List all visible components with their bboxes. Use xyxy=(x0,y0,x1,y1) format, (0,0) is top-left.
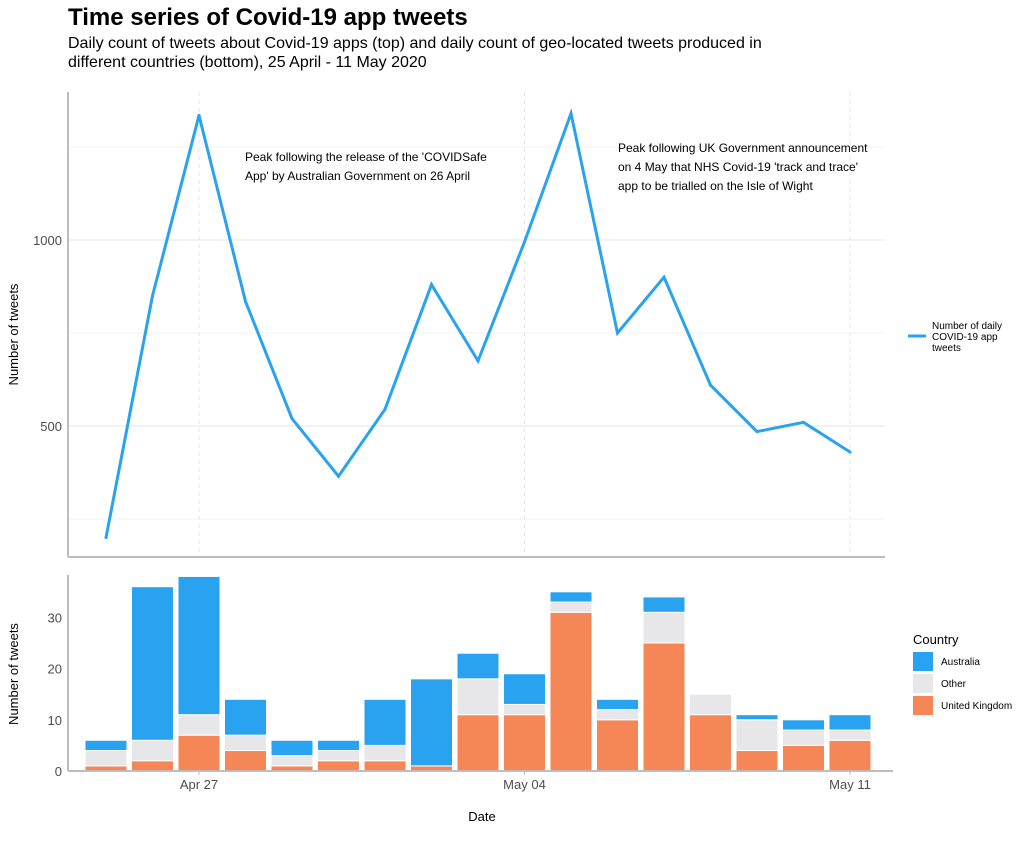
bar-segment-other xyxy=(782,729,825,746)
bar-segment-australia xyxy=(828,714,872,731)
daily-tweets-line xyxy=(104,108,851,538)
peak-annotation: Peak following UK Government announcemen… xyxy=(618,141,868,155)
line-point xyxy=(802,420,805,424)
bar-segment-other xyxy=(735,719,779,752)
peak-annotation: app to be trialled on the Isle of Wight xyxy=(618,179,813,193)
line-point xyxy=(662,275,666,279)
bar-segment-united-kingdom xyxy=(177,734,221,772)
legend-line-label: tweets xyxy=(932,343,961,354)
line-point xyxy=(337,474,340,478)
bar-segment-australia xyxy=(224,698,267,736)
bar-segment-australia xyxy=(503,673,546,705)
bar-segment-other xyxy=(131,739,174,762)
bar-segment-united-kingdom xyxy=(456,714,500,772)
bar-segment-other xyxy=(363,744,407,762)
line-point xyxy=(430,283,433,287)
bar-segment-australia xyxy=(549,591,593,603)
bottom-y-tick-label: 10 xyxy=(48,713,62,728)
legend-label: Other xyxy=(941,679,967,690)
bar-segment-australia xyxy=(456,652,500,680)
x-tick-label: May 04 xyxy=(503,777,546,792)
bar-segment-other xyxy=(503,703,546,716)
legend-line-label: COVID-19 app xyxy=(932,332,998,343)
line-point xyxy=(755,430,759,434)
bar-segment-united-kingdom xyxy=(549,611,593,772)
line-point xyxy=(616,331,619,335)
peak-annotation: App' by Australian Government on 26 Apri… xyxy=(245,169,470,183)
bar-segment-united-kingdom xyxy=(782,744,825,772)
bottom-y-axis-title: Number of tweets xyxy=(6,623,21,725)
x-tick-label: Apr 27 xyxy=(180,777,218,792)
bar-segment-united-kingdom xyxy=(131,760,174,772)
top-y-axis-title: Number of tweets xyxy=(6,283,21,385)
legend-title: Country xyxy=(913,632,959,647)
bar-segment-australia xyxy=(642,596,686,613)
legend-line-label: Number of daily xyxy=(932,321,1002,332)
line-point xyxy=(569,112,573,116)
line-point xyxy=(290,417,294,421)
legend-key-united-kingdom xyxy=(913,696,933,715)
top-y-tick-label: 500 xyxy=(40,419,62,434)
legend-key-australia xyxy=(913,652,933,671)
chart-title: Time series of Covid-19 app tweets xyxy=(68,4,468,31)
bar-segment-australia xyxy=(410,678,453,767)
line-point xyxy=(151,294,154,298)
bar-segment-united-kingdom xyxy=(224,750,267,772)
legend-label: Australia xyxy=(941,657,980,668)
legend-label: United Kingdom xyxy=(941,701,1012,712)
bar-segment-other xyxy=(317,750,360,762)
line-point xyxy=(848,450,852,454)
bar-segment-other xyxy=(84,750,128,767)
x-tick-label: May 11 xyxy=(829,777,871,792)
bar-segment-united-kingdom xyxy=(828,739,872,772)
top-y-tick-label: 1000 xyxy=(33,233,62,248)
bar-segment-australia xyxy=(317,739,360,752)
line-point xyxy=(104,536,108,540)
bar-segment-australia xyxy=(782,719,825,731)
bar-segment-australia xyxy=(131,586,174,741)
bar-segment-other xyxy=(828,729,872,741)
line-point xyxy=(197,113,201,117)
bar-segment-australia xyxy=(363,698,407,746)
bar-segment-other xyxy=(177,714,221,736)
bar-segment-united-kingdom xyxy=(642,642,686,772)
bar-segment-other xyxy=(689,693,732,716)
line-point xyxy=(476,359,480,363)
bar-segment-other xyxy=(642,611,686,644)
bottom-y-tick-label: 20 xyxy=(48,662,62,677)
bottom-y-tick-label: 0 xyxy=(55,764,62,779)
peak-annotation: Peak following the release of the 'COVID… xyxy=(245,150,487,164)
bar-segment-other xyxy=(596,709,639,721)
line-point xyxy=(709,383,712,387)
bar-segment-other xyxy=(224,734,267,752)
peak-annotation: on 4 May that NHS Covid-19 'track and tr… xyxy=(618,160,858,174)
bar-segment-united-kingdom xyxy=(689,714,732,772)
line-point xyxy=(244,299,247,303)
bar-segment-australia xyxy=(177,575,221,716)
bar-segment-other xyxy=(270,755,314,767)
bar-segment-australia xyxy=(735,714,779,721)
line-point xyxy=(523,240,526,244)
bar-segment-united-kingdom xyxy=(317,760,360,772)
bottom-y-tick-label: 30 xyxy=(48,610,62,625)
bar-segment-united-kingdom xyxy=(596,719,639,772)
bar-segment-other xyxy=(549,601,593,613)
bar-segment-united-kingdom xyxy=(735,750,779,772)
bar-segment-australia xyxy=(596,698,639,711)
bar-segment-united-kingdom xyxy=(363,760,407,772)
legend-key-other xyxy=(913,674,933,693)
bar-segment-australia xyxy=(270,739,314,757)
line-point xyxy=(383,407,387,411)
bar-segment-united-kingdom xyxy=(503,714,546,772)
x-axis-title: Date xyxy=(468,809,495,824)
chart-subtitle: Daily count of tweets about Covid-19 app… xyxy=(68,35,762,71)
bar-segment-australia xyxy=(84,739,128,752)
bar-segment-other xyxy=(456,678,500,716)
